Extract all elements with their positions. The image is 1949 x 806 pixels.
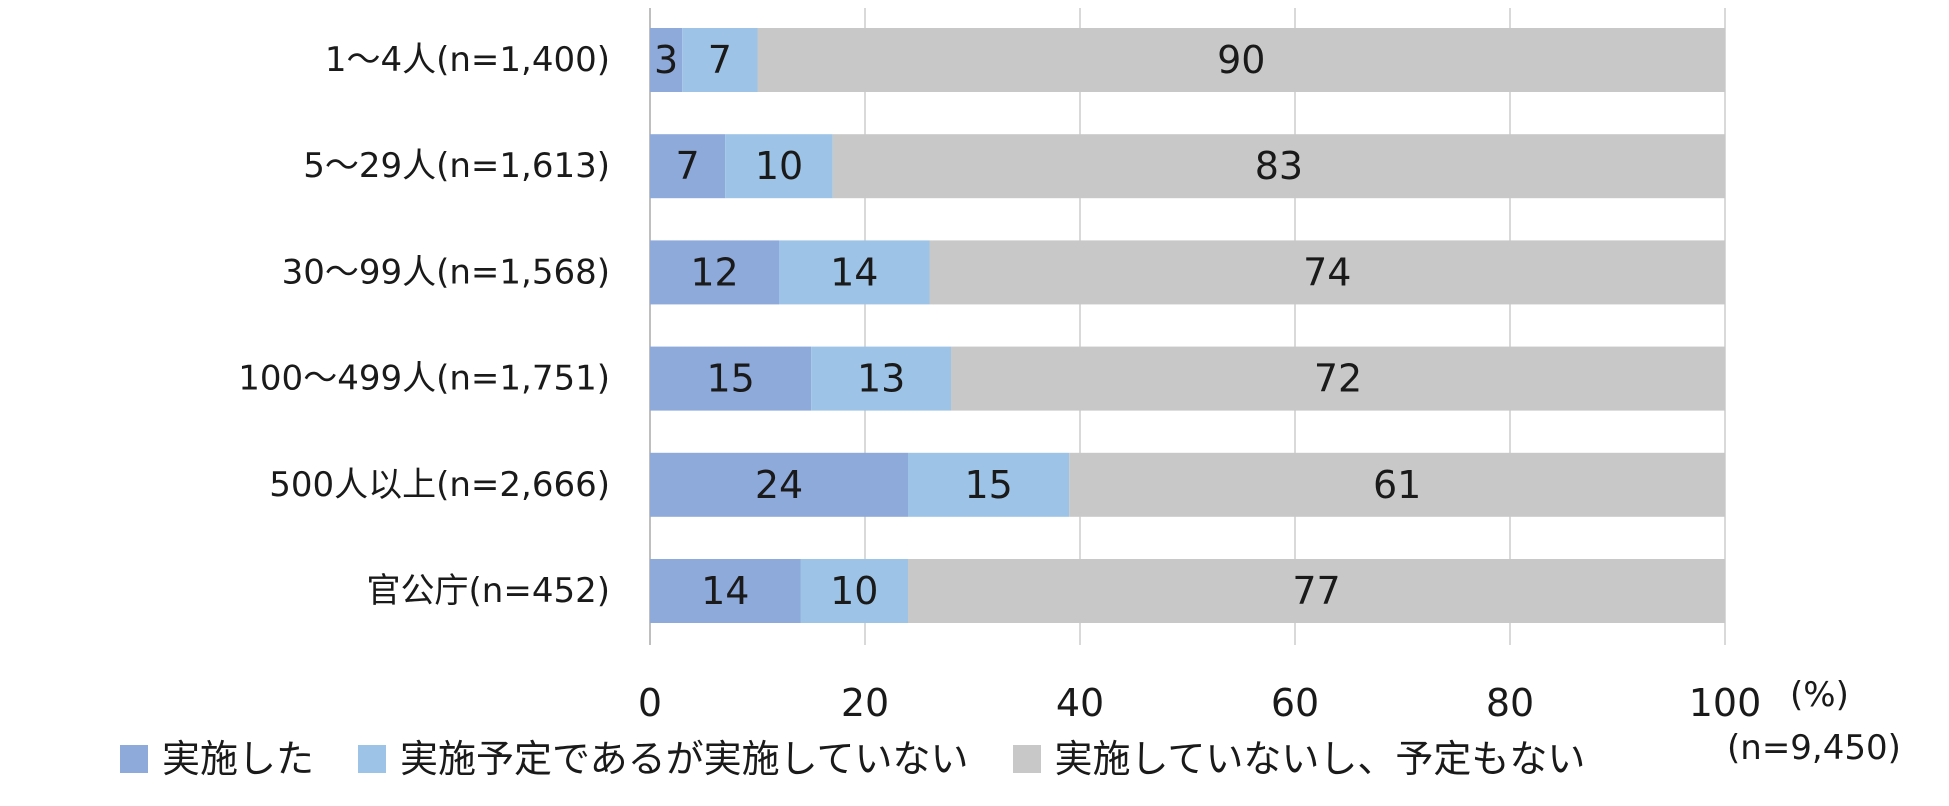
x-tick-label: 80 bbox=[1486, 681, 1534, 725]
bar-segment bbox=[682, 28, 758, 92]
data-label: 10 bbox=[755, 144, 803, 188]
category-label: 5〜29人(n=1,613) bbox=[303, 146, 610, 186]
x-axis-unit-label: (%) bbox=[1790, 675, 1849, 715]
legend-item-not-planned: 実施していないし、予定もない bbox=[1012, 737, 1586, 781]
legend-item-implemented: 実施した bbox=[120, 737, 314, 781]
bar-segment bbox=[650, 134, 726, 199]
data-label: 13 bbox=[857, 357, 905, 401]
x-tick-label: 20 bbox=[841, 681, 889, 725]
data-label: 7 bbox=[676, 144, 700, 188]
x-tick-label: 40 bbox=[1056, 681, 1104, 725]
data-label: 90 bbox=[1217, 38, 1265, 82]
bar-segment bbox=[650, 346, 812, 411]
legend-swatch bbox=[1012, 745, 1041, 773]
data-label: 10 bbox=[830, 569, 878, 613]
category-label: 官公庁(n=452) bbox=[367, 571, 610, 611]
legend-swatch bbox=[120, 745, 148, 773]
category-label: 100〜499人(n=1,751) bbox=[238, 359, 610, 399]
data-label: 74 bbox=[1303, 250, 1351, 294]
bar-segment bbox=[800, 559, 908, 623]
bar-segment bbox=[951, 346, 1725, 411]
bar-segment bbox=[908, 452, 1070, 517]
bar-segment bbox=[1069, 452, 1725, 517]
bar-segment bbox=[650, 28, 683, 92]
bar-segment bbox=[757, 28, 1725, 92]
data-label: 15 bbox=[964, 463, 1012, 507]
x-tick-label: 100 bbox=[1689, 681, 1762, 725]
data-label: 7 bbox=[708, 38, 732, 82]
legend-label: 実施予定であるが実施していない bbox=[400, 737, 969, 781]
data-label: 83 bbox=[1255, 144, 1303, 188]
legend-label: 実施した bbox=[162, 737, 315, 781]
x-tick-label: 60 bbox=[1271, 681, 1319, 725]
gridlines bbox=[649, 8, 1726, 645]
bar-segment bbox=[908, 559, 1725, 623]
data-label: 14 bbox=[701, 569, 749, 613]
x-axis-tick-labels: 0 20 40 60 80 100 bbox=[638, 681, 1761, 725]
legend-label: 実施していないし、予定もない bbox=[1054, 737, 1586, 781]
category-labels: 1〜4人(n=1,400) 5〜29人(n=1,613) 30〜99人(n=1,56… bbox=[238, 40, 610, 611]
data-label: 3 bbox=[654, 38, 678, 82]
bar-segment bbox=[650, 240, 779, 305]
x-tick-label: 0 bbox=[638, 681, 662, 725]
data-label: 14 bbox=[830, 250, 878, 294]
legend-item-planned: 実施予定であるが実施していない bbox=[358, 737, 969, 781]
bar-segment bbox=[811, 346, 951, 411]
data-label: 24 bbox=[755, 463, 803, 507]
sample-size-note: (n=9,450) bbox=[1727, 728, 1901, 768]
category-label: 1〜4人(n=1,400) bbox=[325, 40, 610, 80]
data-label: 12 bbox=[690, 250, 738, 294]
data-label: 61 bbox=[1373, 463, 1421, 507]
bar-segment bbox=[650, 559, 801, 623]
bar-segment bbox=[832, 134, 1725, 199]
data-label: 77 bbox=[1292, 569, 1340, 613]
legend: 実施した 実施予定であるが実施していない 実施していないし、予定もない bbox=[120, 734, 1629, 784]
category-label: 30〜99人(n=1,568) bbox=[282, 252, 610, 292]
bar-segment bbox=[779, 240, 930, 305]
bar-segment bbox=[650, 452, 908, 517]
bar-segment bbox=[725, 134, 833, 199]
legend-swatch bbox=[358, 745, 387, 773]
bars bbox=[650, 28, 1725, 623]
bar-segment bbox=[929, 240, 1725, 305]
category-label: 500人以上(n=2,666) bbox=[269, 465, 610, 505]
data-label: 72 bbox=[1314, 357, 1362, 401]
data-label: 15 bbox=[706, 357, 754, 401]
